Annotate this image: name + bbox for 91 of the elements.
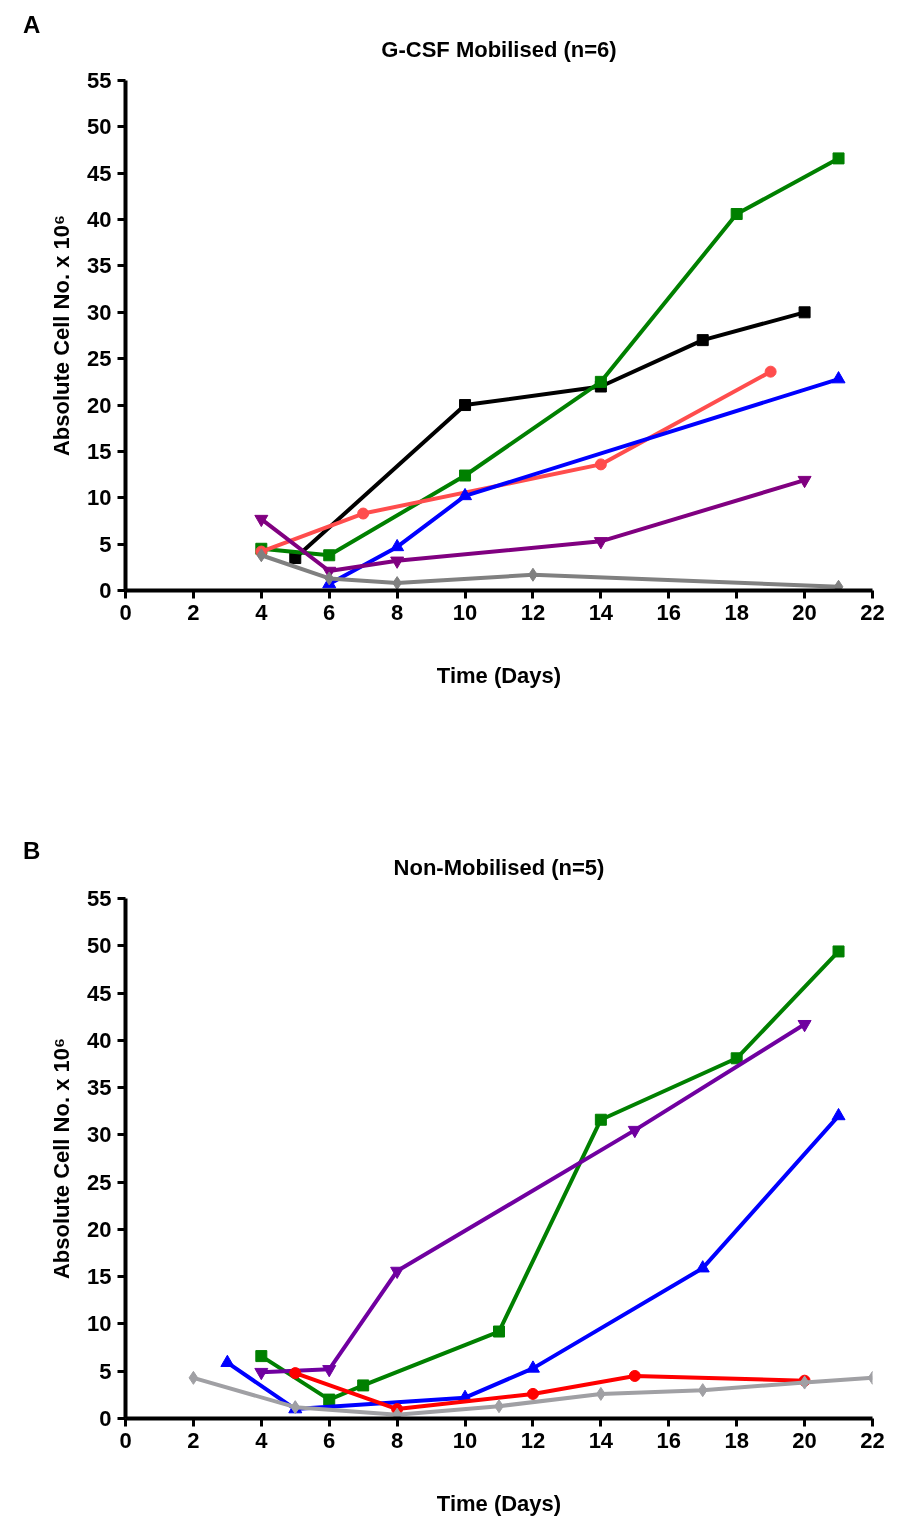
point: [323, 1393, 336, 1406]
point: [526, 1387, 539, 1400]
y-tick-label: 5: [99, 531, 112, 557]
x-tick-label: 2: [187, 1427, 200, 1453]
y-tick-label: 35: [87, 1075, 112, 1101]
y-tick-label: 25: [87, 1169, 112, 1195]
point: [357, 507, 370, 520]
y-tick-label: 0: [99, 578, 112, 603]
x-tick-label: 18: [724, 599, 749, 625]
point: [256, 548, 267, 563]
point: [797, 475, 812, 489]
point: [594, 458, 607, 471]
y-axis-title: Absolute Cell No. x 10⁶: [49, 1037, 75, 1280]
chart-title: Non-Mobilised (n=5): [393, 854, 605, 880]
x-tick-label: 22: [860, 599, 885, 625]
point: [797, 1019, 812, 1033]
point: [697, 1383, 708, 1398]
y-tick-label: 45: [87, 160, 112, 186]
x-tick-label: 14: [588, 599, 614, 625]
x-tick-label: 10: [452, 1427, 478, 1453]
x-tick-label: 20: [792, 599, 817, 625]
point: [764, 365, 777, 378]
point: [525, 1360, 540, 1373]
x-tick-label: 12: [520, 1427, 546, 1453]
y-tick-label: 50: [87, 114, 112, 140]
y-tick-label: 40: [87, 1027, 112, 1053]
point: [323, 549, 336, 562]
x-axis-title: Time (Days): [436, 1490, 562, 1516]
x-tick-label: 6: [323, 1427, 336, 1453]
x-tick-label: 16: [656, 599, 682, 625]
y-tick-label: 30: [87, 1122, 112, 1148]
y-tick-label: 5: [99, 1358, 112, 1384]
y-tick-label: 55: [87, 68, 112, 93]
point: [254, 514, 269, 528]
point: [832, 945, 845, 958]
point: [357, 1379, 370, 1392]
point: [594, 1113, 607, 1126]
point: [493, 1325, 505, 1338]
point: [730, 208, 743, 221]
x-tick-label: 2: [187, 599, 200, 625]
x-tick-label: 14: [588, 1427, 614, 1453]
y-tick-label: 25: [87, 346, 112, 372]
x-tick-label: 8: [391, 1427, 404, 1453]
y-tick-label: 40: [87, 207, 112, 233]
x-tick-label: 16: [656, 1427, 682, 1453]
y-tick-label: 10: [87, 485, 112, 511]
text: B: [23, 836, 41, 866]
point: [594, 375, 607, 388]
point: [695, 1260, 710, 1273]
point: [696, 334, 709, 347]
chart-title: G-CSF Mobilised (n=6): [381, 36, 617, 62]
point: [628, 1369, 641, 1382]
y-tick-label: 55: [87, 886, 112, 911]
x-axis-title: Time (Days): [436, 662, 562, 688]
y-tick-label: 15: [87, 438, 112, 464]
point: [324, 571, 335, 586]
x-tick-label: 0: [119, 1427, 132, 1453]
y-axis-title: Absolute Cell No. x 10⁶: [49, 214, 75, 457]
y-tick-label: 45: [87, 980, 112, 1006]
x-tick-label: 10: [452, 599, 478, 625]
y-tick-label: 0: [99, 1406, 112, 1431]
point: [459, 469, 472, 482]
point: [627, 1125, 642, 1139]
x-tick-label: 6: [323, 599, 336, 625]
y-tick-label: 15: [87, 1264, 112, 1290]
x-tick-label: 20: [792, 1427, 817, 1453]
point: [593, 537, 608, 550]
x-tick-label: 8: [391, 599, 404, 625]
y-tick-label: 20: [87, 1216, 112, 1242]
y-tick-label: 50: [87, 933, 112, 959]
x-tick-label: 4: [255, 599, 269, 625]
y-tick-label: 20: [87, 392, 112, 418]
point: [220, 1354, 235, 1367]
point: [188, 1370, 199, 1385]
point: [832, 152, 845, 165]
point: [255, 1350, 268, 1363]
point: [289, 1367, 302, 1380]
x-tick-label: 12: [520, 599, 546, 625]
point: [730, 1052, 743, 1065]
x-tick-label: 4: [255, 1427, 269, 1453]
text: A: [23, 10, 41, 40]
point: [798, 306, 811, 319]
x-tick-label: 18: [724, 1427, 749, 1453]
point: [831, 371, 846, 384]
point: [390, 556, 405, 569]
y-tick-label: 10: [87, 1311, 112, 1337]
y-tick-label: 30: [87, 299, 112, 325]
point: [459, 399, 472, 412]
y-tick-label: 35: [87, 253, 112, 279]
x-tick-label: 22: [860, 1427, 885, 1453]
x-tick-label: 0: [119, 599, 132, 625]
